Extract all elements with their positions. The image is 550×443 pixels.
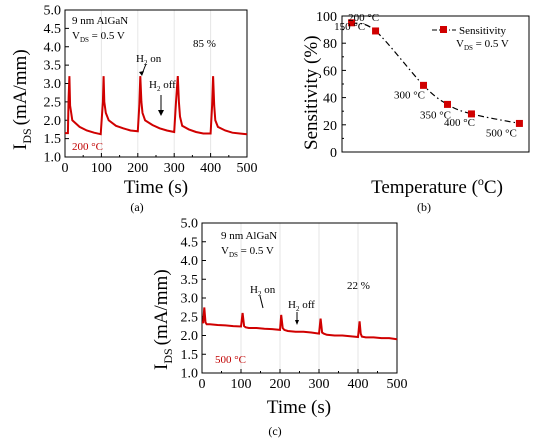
data-point <box>443 100 451 108</box>
point-label: 350 °C <box>420 109 451 121</box>
panel-a-h2-on-label: H2 on <box>136 53 162 67</box>
x-tick-label: 500 <box>387 377 408 392</box>
panel-c-series-line <box>202 307 398 341</box>
data-point <box>467 110 475 118</box>
point-label: 500 °C <box>486 127 517 139</box>
y-tick-label: 2.5 <box>181 310 199 325</box>
y-tick-label: 3.0 <box>44 77 62 92</box>
data-point <box>348 19 356 27</box>
panel-a-h2-off-arrowhead <box>158 110 164 116</box>
panel-c: 0 100 200 300 400 500 1.0 1.5 2.0 2.5 3.0 3.5 4.0 4.5… <box>151 217 408 439</box>
data-point <box>420 81 428 89</box>
panel-c-h2-on-label: H2 on <box>250 284 276 298</box>
y-tick-label: 1.5 <box>181 348 199 363</box>
y-tick-label: 2.0 <box>44 114 62 129</box>
y-tick-label: 2.5 <box>44 95 62 110</box>
y-tick-label: 3.5 <box>181 273 199 288</box>
panel-b-legend: Sensitivity VDS = 0.5 V <box>432 25 509 52</box>
point-label: 150 °C <box>334 21 365 33</box>
point-label: 200 °C <box>348 12 379 24</box>
x-tick-label: 0 <box>199 377 206 392</box>
panel-a-h2-on-arrowhead <box>139 71 144 76</box>
panel-c-frame <box>201 222 398 374</box>
panel-c-grid <box>240 223 359 373</box>
y-tick-label: 5.0 <box>44 4 62 19</box>
panel-b-y-title: Sensitivity (%) <box>301 35 322 150</box>
panel-a-vds-label: VDS = 0.5 V <box>72 30 125 44</box>
panel-c-label: (c) <box>268 424 281 438</box>
point-label: 400 °C <box>444 117 475 129</box>
x-tick-label: 100 <box>231 377 252 392</box>
point-label: 300 °C <box>394 89 425 101</box>
y-tick-label: 80 <box>323 37 337 52</box>
x-tick-label: 300 <box>164 161 185 176</box>
panel-c-percent-label: 22 % <box>347 280 370 292</box>
y-tick-label: 4.5 <box>181 235 199 250</box>
panel-b-label: (b) <box>417 200 431 214</box>
y-tick-label: 1.5 <box>44 132 62 147</box>
panel-c-h2-off-arrowhead <box>295 320 299 325</box>
panel-b-legend-marker <box>440 26 447 33</box>
x-tick-label: 0 <box>62 161 69 176</box>
panel-a: 0 100 200 300 400 500 1.0 1.5 2.0 2.5 3.0 3.5 4.0 4.5… <box>10 4 258 215</box>
y-tick-label: 20 <box>323 119 337 134</box>
x-tick-label: 100 <box>91 161 112 176</box>
panel-a-label: (a) <box>130 200 143 214</box>
data-point <box>515 119 523 127</box>
panel-c-vds-label: VDS = 0.5 V <box>221 245 274 259</box>
panel-c-device-label: 9 nm AlGaN <box>221 230 277 242</box>
panel-c-temperature-label: 500 °C <box>215 354 246 366</box>
y-tick-label: 60 <box>323 64 337 79</box>
x-tick-label: 200 <box>127 161 148 176</box>
y-tick-label: 4.0 <box>181 254 199 269</box>
y-tick-label: 5.0 <box>181 217 199 232</box>
panel-a-y-title: IDS(mA/mm) <box>10 49 34 150</box>
panel-b-x-title: Temperature (oC) <box>371 174 503 198</box>
panel-b-points <box>348 19 523 127</box>
y-tick-label: 2.0 <box>181 329 199 344</box>
panel-a-ticks: 0 100 200 300 400 500 1.0 1.5 2.0 2.5 3.0 3.5 4.0 4.5… <box>44 4 258 177</box>
x-tick-label: 500 <box>237 161 258 176</box>
panel-b-legend-series: Sensitivity <box>459 25 507 37</box>
y-tick-label: 40 <box>323 92 337 107</box>
data-point <box>372 27 380 35</box>
panel-c-x-title: Time (s) <box>267 397 331 418</box>
y-tick-label: 0 <box>330 146 337 161</box>
x-tick-label: 400 <box>200 161 221 176</box>
panel-c-y-title: IDS(mA/mm) <box>151 269 175 370</box>
y-tick-label: 3.5 <box>44 59 62 74</box>
panel-b-ticks: 0 20 40 60 80 100 <box>316 10 346 161</box>
x-tick-label: 300 <box>309 377 330 392</box>
panel-a-percent-label: 85 % <box>193 38 216 50</box>
y-tick-label: 3.0 <box>181 292 199 307</box>
x-tick-label: 200 <box>270 377 291 392</box>
panel-c-h2-off-label: H2 off <box>288 299 315 313</box>
panel-a-x-title: Time (s) <box>124 177 188 198</box>
y-tick-label: 4.5 <box>44 22 62 37</box>
x-tick-label: 400 <box>348 377 369 392</box>
panel-c-h2-on-arrow <box>259 295 264 309</box>
y-tick-label: 1.0 <box>181 367 199 382</box>
panel-a-device-label: 9 nm AlGaN <box>72 15 128 27</box>
y-tick-label: 100 <box>316 10 337 25</box>
panel-b-legend-vds: VDS = 0.5 V <box>456 38 509 52</box>
y-tick-label: 1.0 <box>44 151 62 166</box>
y-tick-label: 4.0 <box>44 40 62 55</box>
panel-a-temperature-label: 200 °C <box>72 141 103 153</box>
panel-a-h2-off-label: H2 off <box>149 79 176 93</box>
panel-a-series-line <box>65 76 248 136</box>
